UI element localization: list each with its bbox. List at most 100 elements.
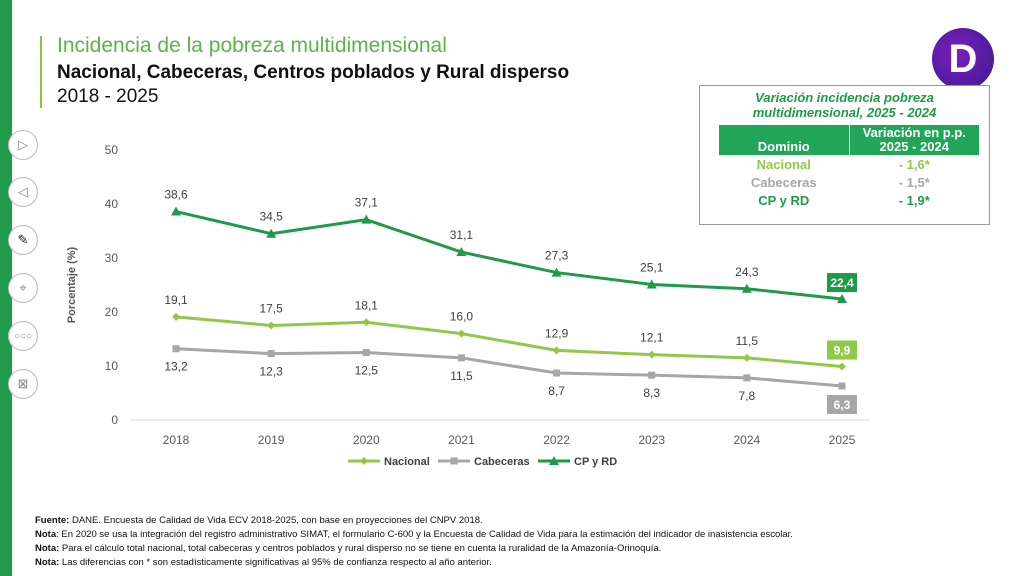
data-point [837, 294, 847, 304]
data-point [742, 353, 751, 362]
data-label: 12,5 [355, 364, 379, 378]
header-variation: Variación en p.p. 2025 - 2024 [848, 124, 980, 156]
pen-button[interactable]: ✎ [8, 225, 38, 255]
note-line: Nota: Las diferencias con * son estadíst… [35, 556, 793, 570]
pointer-icon: ⌖ [19, 280, 27, 295]
x-tick-label: 2019 [258, 433, 285, 447]
data-label: 17,5 [259, 302, 283, 316]
data-label: 9,9 [834, 344, 851, 358]
x-tick-label: 2025 [829, 433, 856, 447]
variation-table-box: Variación incidencia pobreza multidimens… [699, 85, 990, 225]
legend-label: CP y RD [574, 456, 617, 468]
next-slide-button[interactable]: ▷ [8, 130, 38, 160]
y-tick-label: 0 [111, 413, 118, 427]
y-tick-label: 10 [105, 359, 119, 373]
data-point [457, 354, 465, 362]
data-label: 7,8 [739, 389, 756, 403]
data-label: 12,3 [259, 365, 283, 379]
data-point [553, 369, 561, 377]
table-row: Nacional - 1,6* [719, 156, 980, 175]
previous-icon: ◁ [18, 184, 28, 199]
data-label: 13,2 [164, 360, 188, 374]
legend-label: Cabeceras [474, 456, 530, 468]
note-text: : En 2020 se usa la integración del regi… [56, 529, 793, 540]
data-label-box [827, 273, 857, 293]
data-point [450, 457, 458, 465]
more-options-button[interactable]: ○○○ [8, 321, 38, 351]
header-domain: Dominio [718, 124, 850, 156]
series-line-cp-y-rd [175, 210, 843, 301]
note-line: Fuente: DANE. Encuesta de Calidad de Vid… [35, 514, 793, 528]
series-line-nacional [175, 315, 843, 369]
data-point [551, 267, 562, 277]
data-point [646, 279, 657, 289]
data-label: 31,1 [450, 228, 474, 242]
data-point [456, 247, 467, 257]
data-label: 22,4 [830, 276, 854, 290]
data-point [361, 214, 372, 224]
data-label: 16,0 [450, 310, 474, 324]
data-label: 8,7 [548, 384, 565, 398]
variation-table: Dominio Variación en p.p. 2025 - 2024 Na… [718, 124, 980, 210]
page-subtitle: Nacional, Cabeceras, Centros poblados y … [57, 62, 570, 83]
table-row: CP y RD - 1,9* [719, 192, 980, 210]
domain-cell: CP y RD [758, 193, 810, 208]
data-label-box [827, 340, 857, 360]
next-icon: ▷ [18, 137, 28, 152]
data-point [172, 345, 180, 353]
line-chart: 0 10 20 30 40 50 2018 2019 2020 2021 2022 2023 2024 2… [66, 143, 870, 468]
data-point [838, 362, 846, 371]
x-tick-label: 2023 [638, 433, 665, 447]
legend-label: Nacional [384, 456, 430, 468]
title-accent-line [40, 36, 42, 108]
end-show-icon: ⊠ [17, 376, 29, 391]
pointer-button[interactable]: ⌖ [8, 273, 38, 303]
data-point [647, 350, 656, 359]
y-tick-label: 30 [105, 251, 119, 265]
x-tick-label: 2018 [163, 433, 190, 447]
note-text: Para el cálculo total nacional, total ca… [59, 543, 662, 554]
data-point [648, 371, 656, 379]
data-point [266, 228, 277, 238]
data-point [549, 456, 559, 465]
dane-logo: D [932, 28, 994, 90]
value-cell: - 1,5* [898, 175, 930, 190]
domain-cell: Cabeceras [750, 175, 817, 190]
data-point [362, 349, 370, 356]
y-tick-label: 40 [105, 197, 119, 211]
data-point [171, 206, 181, 216]
end-show-button[interactable]: ⊠ [8, 369, 38, 399]
x-tick-label: 2024 [734, 433, 761, 447]
note-label: Nota: [35, 557, 60, 568]
note-label: Fuente: [35, 515, 70, 526]
period-label: 2018 - 2025 [57, 86, 159, 107]
data-label: 8,3 [643, 386, 660, 400]
data-point [552, 346, 561, 355]
more-icon: ○○○ [13, 330, 33, 342]
data-label: 24,3 [735, 265, 759, 279]
data-point [743, 374, 751, 382]
note-label: Nota [35, 529, 57, 540]
data-point [360, 457, 368, 465]
previous-slide-button[interactable]: ◁ [8, 177, 38, 207]
data-point [457, 329, 466, 338]
note-text: DANE. Encuesta de Calidad de Vida ECV 20… [69, 515, 483, 526]
data-label: 18,1 [355, 298, 379, 312]
note-text: Las diferencias con * son estadísticamen… [59, 557, 492, 568]
note-line: Nota: En 2020 se usa la integración del … [35, 528, 793, 542]
value-cell: - 1,6* [898, 157, 930, 172]
data-label: 12,9 [545, 326, 569, 340]
domain-cell: Nacional [756, 157, 811, 172]
y-axis-label: Porcentaje (%) [66, 246, 78, 323]
data-label: 25,1 [640, 260, 664, 274]
data-label: 11,5 [736, 334, 759, 348]
table-row: Cabeceras - 1,5* [719, 174, 980, 192]
data-label: 11,5 [450, 369, 473, 383]
variation-table-title: Variación incidencia pobreza multidimens… [752, 90, 937, 120]
data-point [362, 318, 371, 327]
data-label-box [827, 394, 857, 414]
data-point [267, 350, 275, 358]
data-point [172, 312, 180, 321]
data-point [741, 283, 752, 293]
x-tick-label: 2022 [543, 433, 570, 447]
